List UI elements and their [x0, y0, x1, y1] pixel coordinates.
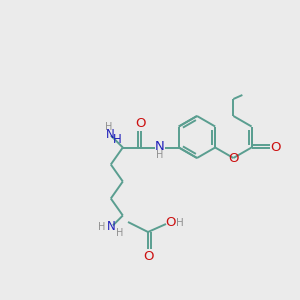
- Text: O: O: [228, 152, 238, 164]
- Text: O: O: [143, 250, 153, 262]
- Text: H: H: [116, 227, 124, 238]
- Text: N: N: [105, 128, 114, 141]
- Text: O: O: [166, 217, 176, 230]
- Text: N: N: [155, 140, 165, 153]
- Text: O: O: [270, 141, 281, 154]
- Text: H: H: [156, 149, 164, 160]
- Text: H: H: [176, 218, 184, 228]
- Text: O: O: [136, 117, 146, 130]
- Text: H: H: [112, 133, 121, 146]
- Text: H: H: [98, 221, 106, 232]
- Text: H: H: [105, 122, 112, 131]
- Text: N: N: [106, 220, 115, 233]
